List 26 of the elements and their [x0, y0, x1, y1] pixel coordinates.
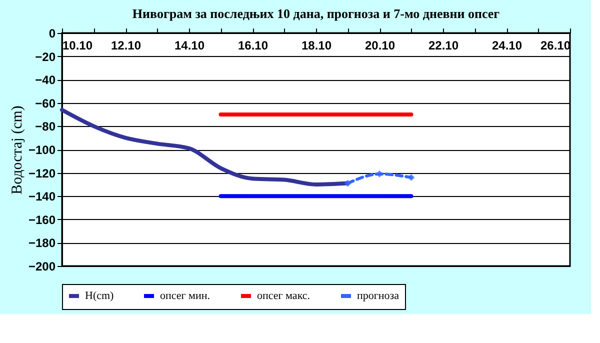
- y-axis-title: Водостај (cm): [9, 106, 26, 194]
- x-tick-label: 16.10: [238, 38, 268, 52]
- y-tick-label: −180: [28, 236, 56, 250]
- x-tick-label: 14.10: [174, 38, 205, 52]
- legend-label: H(cm): [85, 290, 114, 302]
- y-tick-label: −140: [28, 190, 56, 204]
- legend-label: опсег макс.: [257, 290, 310, 302]
- y-tick-label: −100: [28, 143, 56, 157]
- x-tick-label: 20.10: [364, 38, 396, 52]
- chart-title: Нивограм за последњих 10 дана, прогноза и 7-мо дневни опсег: [132, 6, 500, 21]
- y-tick-label: −60: [35, 96, 56, 110]
- legend-label: прогноза: [357, 290, 400, 302]
- y-tick-label: −20: [35, 50, 56, 64]
- y-tick-label: −160: [28, 212, 56, 227]
- y-tick-label: −40: [35, 73, 56, 88]
- x-tick-label: 26.10: [540, 38, 571, 52]
- x-tick-label: 22.10: [428, 38, 459, 52]
- y-tick-label: 0: [48, 26, 56, 40]
- y-tick-label: −200: [28, 260, 56, 274]
- x-tick-label: 12.10: [110, 38, 142, 52]
- x-tick-label: 10.10: [62, 38, 93, 52]
- x-tick-label: 24.10: [492, 38, 522, 52]
- y-tick-label: −120: [28, 166, 56, 180]
- x-tick-label: 18.10: [301, 38, 332, 52]
- y-tick-label: −80: [35, 120, 56, 134]
- legend-label: опсег мин.: [160, 290, 210, 302]
